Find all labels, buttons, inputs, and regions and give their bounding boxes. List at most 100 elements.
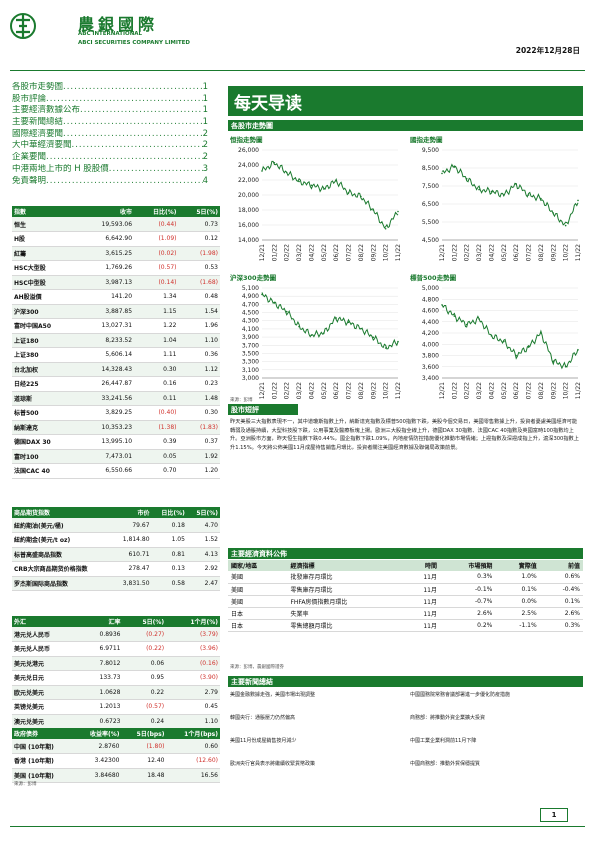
toc-item-label: 主要新聞總結 bbox=[12, 117, 64, 128]
series-line bbox=[261, 292, 399, 350]
x-tick-label: 07/22 bbox=[346, 382, 353, 399]
news-item[interactable]: 歐洲央行官員表示將繼續收緊貨幣政策 bbox=[230, 761, 316, 767]
table-cell: 8,233.52 bbox=[78, 333, 135, 348]
table-row: 台北加权 14,328.43 0.30 1.12 bbox=[12, 362, 220, 377]
table-cell: 141.20 bbox=[78, 289, 135, 305]
table-cell: 1.12 bbox=[178, 362, 220, 377]
table-cell: 1.92 bbox=[178, 449, 220, 464]
news-item[interactable]: 商務部：將推動外資企業擴大投資 bbox=[410, 715, 486, 721]
table-cell: 0.45 bbox=[166, 699, 220, 715]
table-cell: 16.56 bbox=[166, 768, 220, 783]
table-cell: 0.11 bbox=[134, 391, 179, 406]
toc-item[interactable]: 大中華經濟要聞 2 bbox=[12, 140, 208, 152]
table-cell: 零售庫存月環比 bbox=[287, 583, 404, 596]
x-tick-label: 02/22 bbox=[464, 382, 471, 399]
data-point bbox=[323, 332, 325, 334]
table-cell: 133.73 bbox=[80, 670, 123, 686]
column-header: 前值 bbox=[539, 560, 583, 571]
y-tick-label: 16,000 bbox=[238, 222, 259, 229]
data-point bbox=[397, 210, 399, 213]
news-item[interactable]: 中國商務部：推動外貿保穩提質 bbox=[410, 761, 481, 767]
toc-item-label: 免責聲明 bbox=[12, 175, 47, 186]
table-cell: 1.10 bbox=[178, 333, 220, 348]
column-header: 時間 bbox=[403, 560, 440, 571]
x-tick-label: 11/22 bbox=[395, 382, 402, 399]
news-item[interactable]: 中國工業企業利潤前11月下降 bbox=[410, 738, 477, 744]
y-tick-label: 4,800 bbox=[422, 296, 439, 303]
x-tick-label: 06/22 bbox=[333, 244, 340, 261]
x-tick-label: 09/22 bbox=[370, 244, 377, 261]
table-cell: 7.8012 bbox=[80, 656, 123, 671]
economic-data-table: 國家/地區 經濟指標 時間 市場預期 實際值 前值 美國 批發庫存月環比 11月 0.3% 1.0%… bbox=[228, 560, 583, 633]
news-item[interactable]: 美國金融數據走強，美國市場出現調整 bbox=[230, 692, 316, 698]
table-row: 上证180 8,233.52 1.04 1.10 bbox=[12, 333, 220, 348]
data-point bbox=[503, 340, 505, 343]
data-point bbox=[347, 191, 350, 194]
table-cell: 3.84680 bbox=[74, 768, 122, 783]
y-tick-label: 5,000 bbox=[422, 285, 439, 292]
toc-item[interactable]: 免責聲明 4 bbox=[12, 176, 208, 188]
toc-item[interactable]: 中港兩地上市的 H 股股價 3 bbox=[12, 164, 208, 176]
y-tick-label: 4,200 bbox=[422, 330, 439, 337]
data-point bbox=[515, 354, 517, 357]
comment-section-header: 股市短評 bbox=[228, 404, 298, 415]
y-tick-label: 22,000 bbox=[238, 177, 259, 184]
toc-item[interactable]: 主要經濟數據公布 1 bbox=[12, 105, 208, 117]
table-cell: 6,642.90 bbox=[78, 231, 135, 247]
data-point bbox=[540, 332, 542, 334]
x-tick-label: 10/22 bbox=[383, 244, 390, 261]
table-cell: H股 bbox=[12, 231, 79, 247]
toc-item-page: 4 bbox=[202, 175, 208, 186]
table-cell: (12.60) bbox=[166, 753, 220, 769]
y-tick-label: 3,700 bbox=[242, 342, 259, 349]
y-tick-label: 3,500 bbox=[242, 350, 259, 357]
y-tick-label: 5,500 bbox=[422, 219, 439, 226]
chart-source: 來源：彭博 bbox=[230, 398, 253, 403]
table-cell: 0.23 bbox=[178, 376, 220, 392]
table-cell: 3,987.13 bbox=[78, 275, 135, 290]
x-tick-label: 11/22 bbox=[575, 244, 582, 261]
data-point bbox=[490, 335, 493, 337]
toc-item[interactable]: 各股市走勢圖 1 bbox=[12, 82, 208, 94]
news-item[interactable]: 美國11月份成屋銷售按月減少 bbox=[230, 738, 297, 744]
toc-item[interactable]: 主要新聞總結 1 bbox=[12, 117, 208, 129]
table-cell: 2.47 bbox=[186, 576, 220, 591]
data-point bbox=[310, 184, 313, 187]
table-cell: 0.36 bbox=[178, 347, 220, 363]
news-item[interactable]: 中國國務院常務會議部署進一步優化防疫措施 bbox=[410, 692, 511, 698]
toc-item[interactable]: 企業要聞 2 bbox=[12, 152, 208, 164]
commodity-table: 商品期货指数 市价 日比(%) 5日(%) 紐約期油(美元/桶) 79.67 0.18 4.7… bbox=[12, 507, 220, 591]
toc-item[interactable]: 股市評論 1 bbox=[12, 94, 208, 106]
column-header: 政府债券 bbox=[12, 728, 75, 739]
table-cell: 1.10 bbox=[166, 714, 220, 729]
table-cell: AH股溢價 bbox=[12, 289, 79, 305]
abc-logo-icon bbox=[10, 8, 36, 44]
toc-item-label: 股市評論 bbox=[12, 93, 47, 104]
data-point bbox=[360, 195, 362, 198]
table-cell: 0.39 bbox=[134, 434, 179, 450]
table-row: 香港 (10年期) 3.42300 12.40 (12.60) bbox=[12, 753, 220, 769]
column-header: 日比(%) bbox=[134, 206, 179, 217]
table-cell: 1.96 bbox=[178, 318, 220, 334]
table-cell: 2.8760 bbox=[74, 739, 122, 754]
data-point bbox=[323, 188, 325, 190]
x-tick-label: 08/22 bbox=[538, 244, 545, 261]
table-cell: 2.79 bbox=[166, 685, 220, 700]
x-tick-label: 10/22 bbox=[563, 382, 570, 399]
table-cell: 沪深300 bbox=[12, 304, 79, 319]
toc-item[interactable]: 國際經濟要聞 2 bbox=[12, 129, 208, 141]
toc-item-label: 各股市走勢圖 bbox=[12, 82, 64, 92]
table-row: HSC中型股 3,987.13 (0.14) (1.68) bbox=[12, 275, 220, 290]
data-point bbox=[552, 360, 555, 362]
data-point bbox=[478, 188, 480, 191]
table-cell: FHFA房價指數月環比 bbox=[287, 595, 404, 609]
news-item[interactable]: 韓國央行：通脹壓力仍然偏高 bbox=[230, 715, 296, 721]
table-cell: 富时100 bbox=[12, 449, 79, 464]
data-point bbox=[490, 190, 493, 193]
table-cell: 0.06 bbox=[122, 656, 167, 671]
table-cell: 美元兑港元 bbox=[12, 656, 81, 671]
table-row: 沪深300 3,887.85 1.15 1.54 bbox=[12, 304, 220, 319]
toc-item-page: 1 bbox=[202, 117, 208, 128]
report-header: 農銀國際 ABC INTERNATIONAL ABCI SECURITIES C… bbox=[10, 6, 585, 66]
column-header: 5日(bps) bbox=[121, 728, 167, 739]
